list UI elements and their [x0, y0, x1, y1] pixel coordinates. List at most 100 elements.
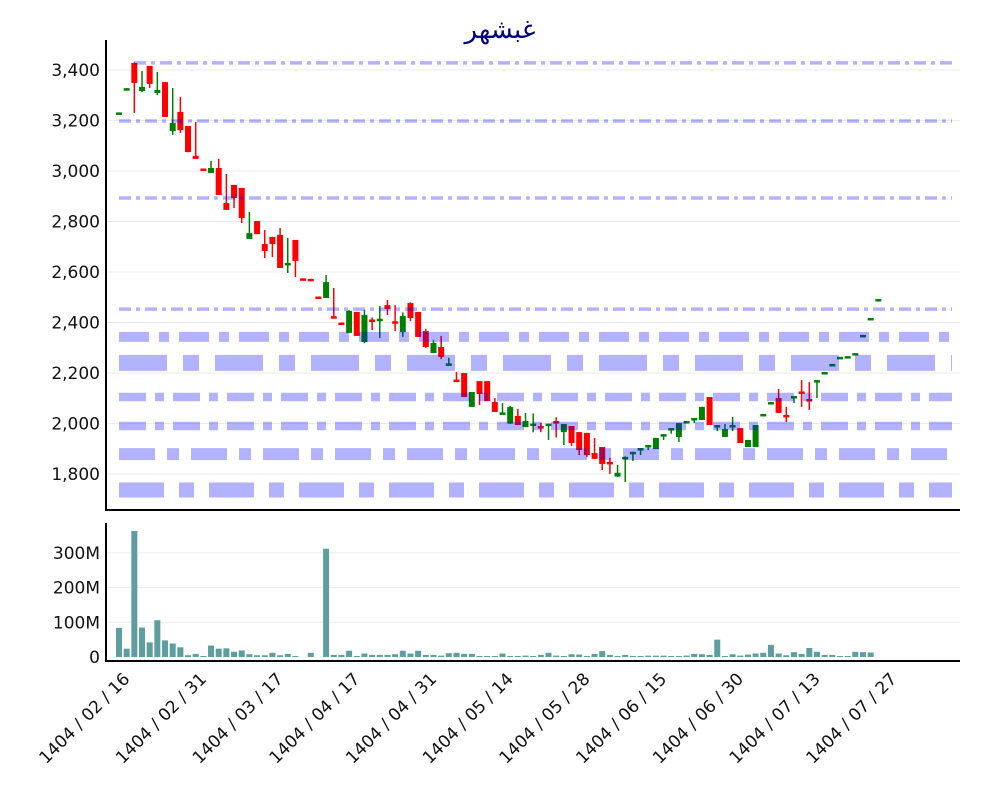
candle-up	[790, 396, 797, 399]
volume-tick-label: 300M	[53, 544, 100, 564]
volume-bar	[867, 652, 874, 657]
candle-down	[338, 322, 345, 326]
price-tick-label: 2,400	[51, 314, 100, 334]
volume-tick-label: 200M	[53, 579, 100, 599]
chart-title: غبشهر	[463, 15, 536, 45]
candle-up	[445, 363, 452, 366]
volume-bar	[200, 656, 207, 657]
volume-bar	[721, 656, 728, 657]
candle-up	[507, 407, 514, 424]
volume-bar	[323, 548, 330, 657]
volume-bar	[468, 653, 475, 657]
volume-bar	[790, 652, 797, 657]
candle-down	[200, 168, 207, 171]
volume-bar	[553, 655, 560, 657]
candle-up	[698, 406, 705, 420]
volume-bar	[116, 627, 122, 657]
price-tick-label: 3,000	[51, 162, 100, 182]
volume-bar	[668, 655, 675, 657]
candle-down	[369, 319, 376, 322]
volume-bar	[675, 655, 682, 657]
candle-up	[813, 380, 820, 383]
candle-down	[185, 126, 192, 153]
candle-up	[346, 310, 353, 333]
volume-bar	[269, 652, 276, 657]
candle-down	[146, 65, 153, 84]
volume-bar	[652, 655, 659, 657]
candle-down	[307, 278, 314, 282]
price-tick-label: 2,200	[51, 364, 100, 384]
candle-up	[844, 356, 851, 359]
candle-down	[591, 453, 598, 459]
price-y-axis-ticks: 1,800 2,000 2,200 2,400 2,600 2,800 3,000 3,200…	[51, 61, 100, 485]
volume-bar	[399, 650, 406, 657]
volume-bar	[261, 655, 268, 657]
price-tick-label: 1,800	[51, 465, 100, 485]
volume-bar	[292, 656, 299, 657]
candle-up	[721, 429, 728, 437]
volume-bar	[223, 648, 230, 657]
candle-up	[629, 451, 636, 455]
candle-down	[453, 379, 460, 383]
candle-up	[376, 318, 383, 322]
volume-bar	[422, 654, 429, 657]
volume-bar	[859, 652, 866, 657]
volume-bar	[706, 654, 713, 657]
candle-up	[284, 262, 291, 266]
candle-down	[606, 461, 613, 465]
volume-bar	[783, 655, 790, 657]
candle-down	[162, 82, 169, 117]
candle-down	[330, 316, 337, 319]
candle-up	[829, 363, 836, 367]
candle-up	[522, 421, 529, 428]
price-tick-label: 2,600	[51, 263, 100, 283]
volume-bar	[238, 650, 245, 657]
candle-up	[668, 428, 675, 431]
volume-bar	[192, 653, 199, 657]
volume-bar	[599, 651, 606, 657]
price-tick-label: 3,200	[51, 112, 100, 132]
price-tick-label: 3,400	[51, 61, 100, 81]
candle-up	[867, 317, 874, 321]
candle-down	[254, 221, 261, 235]
volume-bar	[277, 655, 284, 657]
candle-down	[407, 303, 414, 318]
candle-down	[491, 402, 498, 412]
candle-down	[783, 414, 790, 418]
volume-bar	[614, 655, 621, 657]
volume-bar	[522, 655, 529, 657]
volume-bar	[376, 654, 383, 657]
candle-down	[223, 203, 230, 210]
candle-up	[691, 417, 698, 421]
price-gridlines	[106, 69, 960, 475]
volume-bar	[353, 655, 360, 657]
volume-bar	[246, 654, 253, 657]
volume-bar	[208, 645, 215, 657]
candle-down	[553, 421, 560, 424]
candle-up	[208, 167, 215, 174]
candle-down	[422, 331, 429, 348]
volume-bar	[637, 655, 644, 657]
volume-bar	[162, 640, 169, 657]
candle-up	[852, 353, 859, 356]
volume-bar	[576, 654, 583, 657]
volume-bar	[453, 652, 460, 657]
volume-bar	[361, 653, 368, 657]
candle-down	[806, 399, 813, 402]
volume-bar	[545, 652, 552, 657]
volume-bar	[752, 653, 759, 657]
volume-bar	[691, 653, 698, 657]
volume-tick-label: 0	[89, 648, 100, 668]
candle-up	[875, 299, 882, 302]
volume-bar	[231, 651, 238, 657]
candle-up	[767, 402, 774, 405]
volume-bar	[131, 531, 138, 657]
candle-up	[637, 448, 644, 451]
volume-bar	[583, 656, 590, 657]
candle-down	[269, 236, 276, 244]
candle-up	[545, 423, 552, 427]
candle-down	[568, 426, 575, 443]
candle-down	[238, 187, 245, 218]
candle-down	[392, 321, 399, 324]
volume-bar	[714, 639, 721, 657]
